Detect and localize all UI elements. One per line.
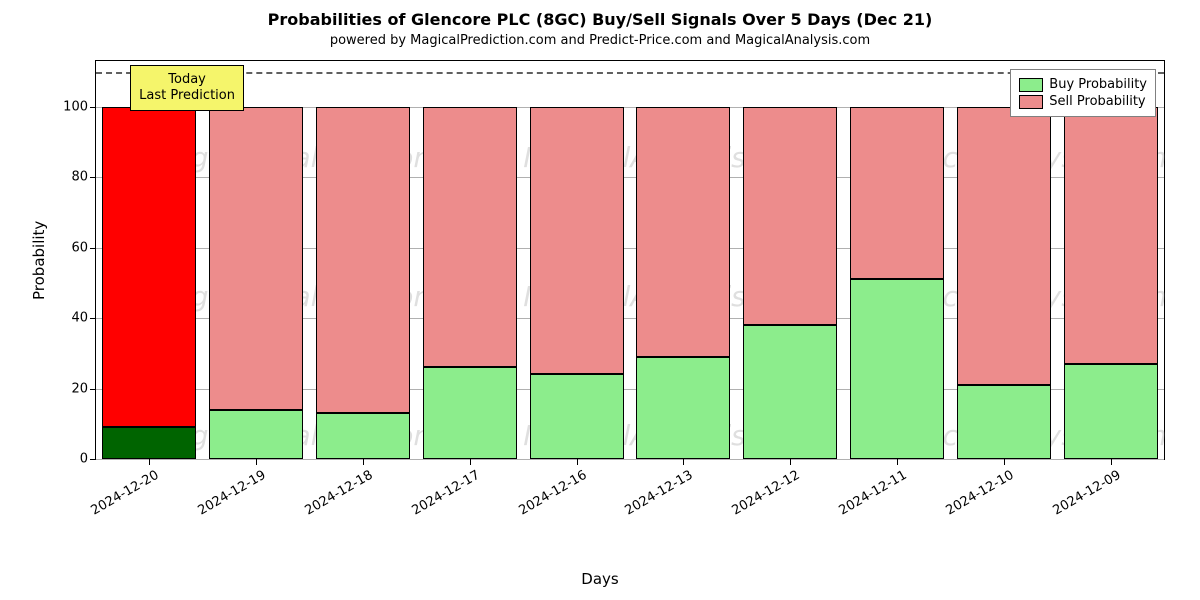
bar-buy xyxy=(102,427,196,459)
legend: Buy Probability Sell Probability xyxy=(1010,69,1156,117)
bar-buy xyxy=(530,374,624,459)
bar-buy xyxy=(743,325,837,459)
bar-sell xyxy=(423,107,517,368)
bar-buy xyxy=(316,413,410,459)
bar-sell xyxy=(316,107,410,413)
x-tick-label: 2024-12-10 xyxy=(938,459,1016,518)
bar-buy xyxy=(957,385,1051,459)
bar-group xyxy=(209,61,303,459)
bar-group xyxy=(530,61,624,459)
bar-buy xyxy=(850,279,944,459)
legend-swatch-buy xyxy=(1019,78,1043,92)
threshold-line xyxy=(96,72,1164,74)
x-tick-label: 2024-12-18 xyxy=(298,459,376,518)
bar-group xyxy=(102,61,196,459)
plot-outer: Buy Probability Sell Probability Today L… xyxy=(95,60,1165,460)
bar-group xyxy=(957,61,1051,459)
x-tick-label: 2024-12-19 xyxy=(191,459,269,518)
chart-subtitle: powered by MagicalPrediction.com and Pre… xyxy=(0,29,1200,48)
bar-sell xyxy=(743,107,837,325)
bar-group xyxy=(423,61,517,459)
bar-sell xyxy=(530,107,624,375)
x-tick-label: 2024-12-11 xyxy=(832,459,910,518)
y-tick-mark xyxy=(90,459,96,460)
bar-buy xyxy=(423,367,517,459)
bar-sell xyxy=(102,107,196,428)
plot-area: Buy Probability Sell Probability Today L… xyxy=(95,60,1165,460)
x-tick-label: 2024-12-12 xyxy=(725,459,803,518)
x-tick-label: 2024-12-20 xyxy=(84,459,162,518)
legend-swatch-sell xyxy=(1019,95,1043,109)
x-axis-label: Days xyxy=(0,570,1200,588)
x-tick-label: 2024-12-09 xyxy=(1045,459,1123,518)
bar-sell xyxy=(209,107,303,410)
bar-group xyxy=(636,61,730,459)
legend-item-buy: Buy Probability xyxy=(1019,76,1147,93)
legend-label-sell: Sell Probability xyxy=(1049,94,1145,109)
bar-group xyxy=(1064,61,1158,459)
y-axis-label: Probability xyxy=(30,221,48,300)
x-tick-label: 2024-12-17 xyxy=(404,459,482,518)
bar-buy xyxy=(209,410,303,459)
bar-sell xyxy=(636,107,730,357)
today-annotation: Today Last Prediction xyxy=(130,65,244,112)
bar-sell xyxy=(1064,107,1158,364)
bar-sell xyxy=(957,107,1051,385)
legend-item-sell: Sell Probability xyxy=(1019,93,1147,110)
chart-container: Probabilities of Glencore PLC (8GC) Buy/… xyxy=(0,0,1200,600)
bars-layer xyxy=(96,61,1164,459)
bar-group xyxy=(743,61,837,459)
chart-title: Probabilities of Glencore PLC (8GC) Buy/… xyxy=(0,0,1200,29)
x-tick-label: 2024-12-13 xyxy=(618,459,696,518)
bar-group xyxy=(316,61,410,459)
bar-buy xyxy=(636,357,730,459)
bar-buy xyxy=(1064,364,1158,459)
bar-group xyxy=(850,61,944,459)
x-tick-label: 2024-12-16 xyxy=(511,459,589,518)
legend-label-buy: Buy Probability xyxy=(1049,77,1147,92)
bar-sell xyxy=(850,107,944,280)
